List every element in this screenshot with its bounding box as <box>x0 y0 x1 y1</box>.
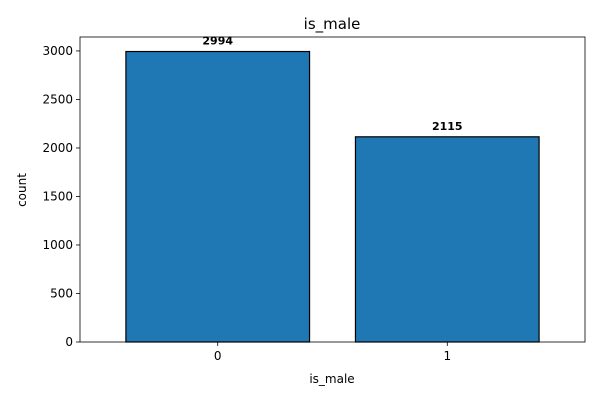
x-axis-label: is_male <box>309 372 354 386</box>
data-labels: 2994 2115 <box>202 35 462 133</box>
chart-title: is_male <box>304 15 361 34</box>
data-label-0: 2994 <box>202 35 233 48</box>
bar-1 <box>354 136 540 343</box>
y-axis-label: count <box>15 173 29 207</box>
y-axis-ticks: 0 500 1000 1500 2000 2500 3000 <box>42 44 80 349</box>
y-tick-label: 1000 <box>42 238 73 252</box>
y-tick-label: 2000 <box>42 141 73 155</box>
bars <box>125 50 540 343</box>
y-tick-label: 500 <box>50 286 73 300</box>
x-tick-label: 0 <box>214 349 222 363</box>
y-tick-label: 1500 <box>42 189 73 203</box>
y-tick-label: 0 <box>65 335 73 349</box>
data-label-1: 2115 <box>432 120 463 133</box>
x-tick-label: 1 <box>443 349 451 363</box>
plot-area <box>79 36 586 343</box>
y-tick-label: 2500 <box>42 92 73 106</box>
bar-0 <box>125 50 311 343</box>
y-tick-label: 3000 <box>42 44 73 58</box>
axes-frame <box>79 36 586 343</box>
